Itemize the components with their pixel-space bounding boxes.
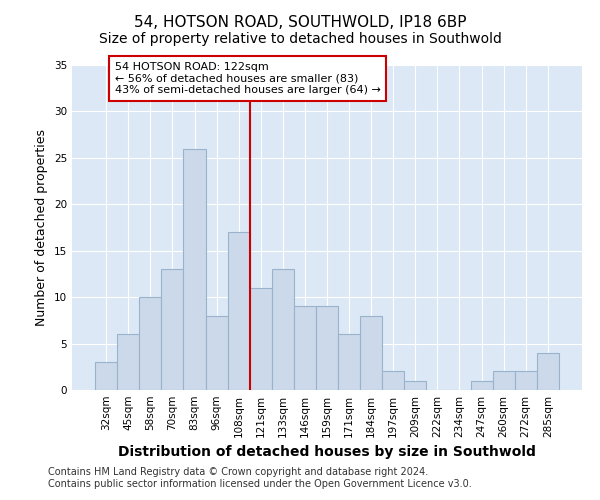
Bar — [139, 297, 161, 390]
Text: Size of property relative to detached houses in Southwold: Size of property relative to detached ho… — [98, 32, 502, 46]
Bar — [294, 306, 316, 390]
Bar — [360, 316, 382, 390]
Bar — [338, 334, 360, 390]
Bar — [95, 362, 117, 390]
Bar — [316, 306, 338, 390]
Bar — [470, 380, 493, 390]
Bar — [250, 288, 272, 390]
Bar — [161, 270, 184, 390]
Y-axis label: Number of detached properties: Number of detached properties — [35, 129, 49, 326]
Bar — [184, 148, 206, 390]
Bar — [117, 334, 139, 390]
Text: 54, HOTSON ROAD, SOUTHWOLD, IP18 6BP: 54, HOTSON ROAD, SOUTHWOLD, IP18 6BP — [134, 15, 466, 30]
Bar — [404, 380, 427, 390]
Bar — [272, 270, 294, 390]
Bar — [493, 372, 515, 390]
Bar — [515, 372, 537, 390]
Bar — [227, 232, 250, 390]
Text: Contains HM Land Registry data © Crown copyright and database right 2024.
Contai: Contains HM Land Registry data © Crown c… — [48, 468, 472, 489]
Bar — [537, 353, 559, 390]
Text: 54 HOTSON ROAD: 122sqm
← 56% of detached houses are smaller (83)
43% of semi-det: 54 HOTSON ROAD: 122sqm ← 56% of detached… — [115, 62, 381, 95]
Bar — [382, 372, 404, 390]
X-axis label: Distribution of detached houses by size in Southwold: Distribution of detached houses by size … — [118, 446, 536, 460]
Bar — [206, 316, 227, 390]
